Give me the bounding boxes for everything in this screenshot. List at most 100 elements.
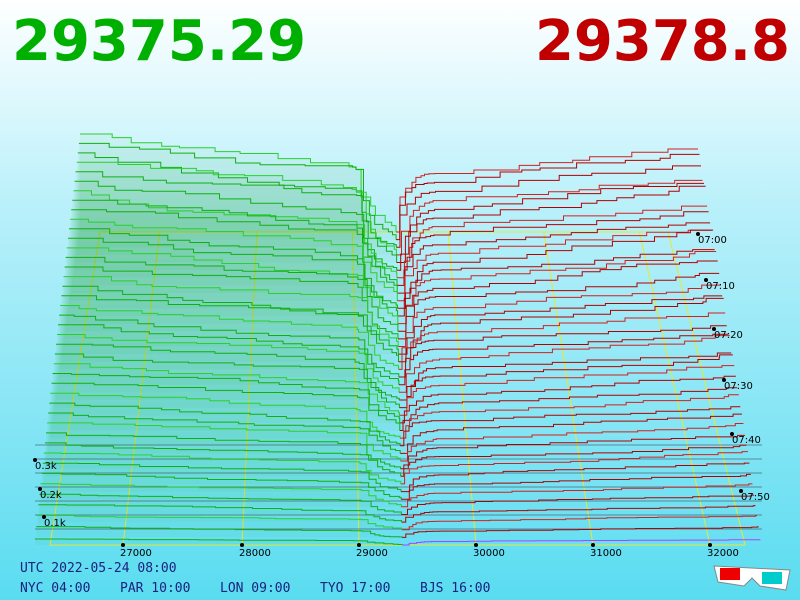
- depth-label: 0.1k: [44, 518, 66, 529]
- bid-layer: [64, 266, 399, 339]
- ask-layer: [400, 406, 741, 447]
- ask-layer: [396, 185, 706, 271]
- time-tick: [704, 278, 708, 282]
- bid-layer: [57, 334, 400, 393]
- bid-layer: [48, 412, 401, 454]
- bid-layer: [50, 392, 401, 439]
- time-tick: [722, 378, 726, 382]
- price-label: 31000: [590, 548, 622, 559]
- depth-label: 0.3k: [35, 461, 57, 472]
- price-tick: [474, 543, 478, 547]
- ask-layer: [399, 387, 738, 431]
- time-label: 07:20: [714, 330, 743, 341]
- bid-layer: [46, 432, 401, 469]
- bid-layer: [80, 133, 397, 232]
- bid-layer: [59, 314, 400, 377]
- bid-layer: [52, 373, 401, 423]
- bid-layer: [71, 209, 398, 294]
- bid-layer: [36, 526, 403, 538]
- bid-layer: [62, 285, 399, 355]
- floor-line: [447, 231, 477, 546]
- price-tick: [121, 543, 125, 547]
- time-tick: [730, 432, 734, 436]
- ask-layer: [397, 222, 711, 294]
- ask-layer: [399, 354, 733, 409]
- bid-layer: [77, 152, 397, 248]
- ask-layer: [398, 295, 723, 355]
- ask-layer: [397, 251, 717, 325]
- ask-layer: [396, 179, 703, 256]
- price-tick: [591, 543, 595, 547]
- bid-layer: [74, 180, 398, 271]
- bid-layer: [49, 402, 401, 446]
- bid-layer: [47, 422, 401, 461]
- floor-line: [241, 231, 258, 546]
- ask-layer: [401, 483, 753, 508]
- time-label: 07:40: [732, 435, 761, 446]
- floor-line: [638, 231, 711, 546]
- floor: [49, 231, 746, 546]
- price-label: 28000: [239, 548, 271, 559]
- time-label: 07:50: [741, 492, 770, 503]
- bid-layer: [41, 472, 402, 500]
- ask-layer: [398, 333, 729, 386]
- ask-layer: [396, 153, 700, 241]
- price-tick: [708, 543, 712, 547]
- bid-layer: [40, 483, 402, 507]
- bid-layer: [44, 442, 402, 477]
- ask-layer: [400, 434, 745, 470]
- ask-layer: [396, 182, 704, 263]
- utc-time: UTC 2022-05-24 08:00: [20, 561, 177, 576]
- bid-layer: [53, 363, 400, 416]
- ask-layer: [401, 462, 750, 493]
- bid-layer: [75, 171, 398, 263]
- price-label: 30000: [473, 548, 505, 559]
- ask-layer: [399, 352, 732, 401]
- bid-layer: [65, 256, 399, 332]
- bid-layer: [51, 382, 401, 431]
- city-time: BJS 16:00: [420, 581, 490, 596]
- depth-tick: [42, 515, 46, 519]
- ask-layer: [401, 526, 759, 538]
- bid-layer: [67, 237, 399, 316]
- time-tick: [739, 489, 743, 493]
- bid-layer: [72, 199, 398, 286]
- ask-layer: [400, 423, 744, 462]
- city-time: TYO 17:00: [320, 581, 390, 596]
- ask-layer: [398, 272, 720, 340]
- glasses-icon: [713, 565, 791, 591]
- bid-layer: [58, 324, 400, 385]
- ask-layer: [401, 515, 757, 531]
- bid-layer: [35, 538, 403, 545]
- bid-layer: [78, 142, 397, 240]
- bid-layer: [39, 493, 402, 515]
- ask-layer: [398, 312, 726, 370]
- bid-layer: [66, 247, 399, 324]
- price-label: 27000: [120, 548, 152, 559]
- depth-layers: [35, 133, 761, 546]
- time-label: 07:00: [698, 235, 727, 246]
- bid-layer: [61, 295, 399, 362]
- price-label: 29000: [356, 548, 388, 559]
- floor-line: [543, 231, 594, 546]
- ask-layer: [400, 413, 742, 454]
- city-time: NYC 04:00: [20, 581, 90, 596]
- ask-layer: [399, 375, 736, 424]
- ask-layer: [400, 451, 748, 485]
- ask-layer: [397, 211, 709, 286]
- price-tick: [357, 543, 361, 547]
- floor-line: [122, 231, 161, 546]
- ask-layer: [398, 325, 727, 378]
- axis-labels: 27000 28000 29000 30000 31000 32000 0.3k 0.2k 0.…: [33, 232, 770, 559]
- bid-layer: [60, 305, 400, 370]
- bid-layer: [76, 161, 397, 255]
- depth-label: 0.2k: [40, 490, 62, 501]
- city-time: LON 09:00: [220, 581, 290, 596]
- ask-layer: [401, 505, 756, 523]
- bid-layer: [43, 452, 402, 484]
- ask-layer: [397, 229, 712, 302]
- time-label: 07:10: [706, 281, 735, 292]
- bid-layer: [54, 353, 400, 408]
- ask-layer: [402, 539, 761, 546]
- bid-layer: [69, 228, 398, 309]
